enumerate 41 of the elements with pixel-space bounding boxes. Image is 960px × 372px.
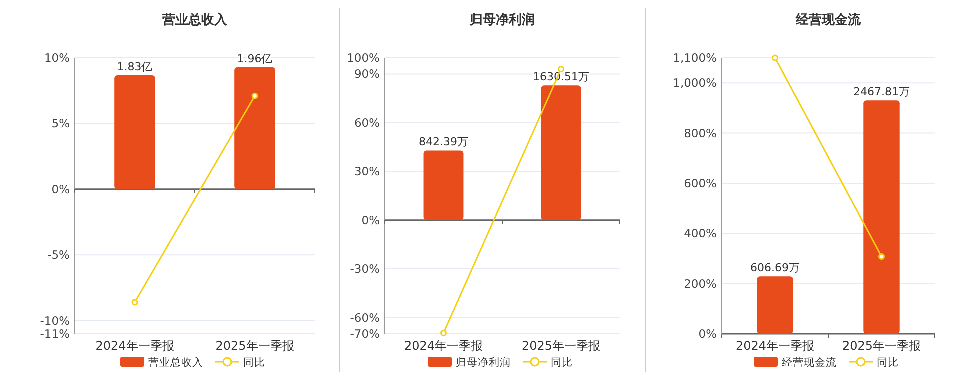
data-label: 2467.81万 [854,86,910,99]
legend-label: 营业总收入 [148,356,204,369]
y-tick-label: -60% [350,310,380,325]
y-tick-label: 0% [698,327,718,341]
category-label: 2025年一季报 [842,339,922,353]
y-tick-label: 5% [52,116,70,131]
chart-title: 经营现金流 [795,12,862,28]
legend-label: 同比 [877,356,899,369]
y-tick-label: -5% [48,248,70,262]
y-tick-label: 0% [362,213,380,228]
y-tick-label: 90% [354,67,380,82]
y-tick-label: 1,100% [673,51,718,65]
chart-title: 营业总收入 [162,12,228,28]
y-tick-label: 1,000% [673,76,718,90]
legend-label: 经营现金流 [782,356,837,369]
y-tick-label: 100% [347,51,380,65]
data-label: 1.83亿 [117,60,153,74]
category-label: 2024年一季报 [96,339,174,353]
category-label: 2024年一季报 [404,339,484,353]
y-tick-label: 30% [354,164,380,179]
legend-label: 同比 [551,356,573,369]
y-tick-label: 600% [684,176,718,190]
data-label: 842.39万 [419,136,468,149]
y-tick-label: 200% [684,276,718,291]
y-tick-label: 60% [354,116,380,130]
legend-label: 同比 [244,356,266,369]
y-tick-label: 0% [52,182,70,196]
y-tick-label: -70% [350,327,380,341]
y-tick-label: 10% [44,51,70,65]
data-label: 1.96亿 [237,52,273,66]
y-tick-label: -10% [40,314,70,328]
legend-label: 归母净利润 [456,356,511,369]
y-tick-label: 400% [684,226,718,241]
y-tick-label: 800% [684,126,718,140]
category-label: 2025年一季报 [216,339,294,353]
chart-title: 归母净利润 [469,12,535,28]
category-label: 2024年一季报 [736,339,815,353]
y-tick-label: -30% [350,262,380,276]
y-tick-label: -11% [40,327,70,341]
data-label: 606.69万 [750,262,800,275]
category-label: 2025年一季报 [522,339,601,353]
